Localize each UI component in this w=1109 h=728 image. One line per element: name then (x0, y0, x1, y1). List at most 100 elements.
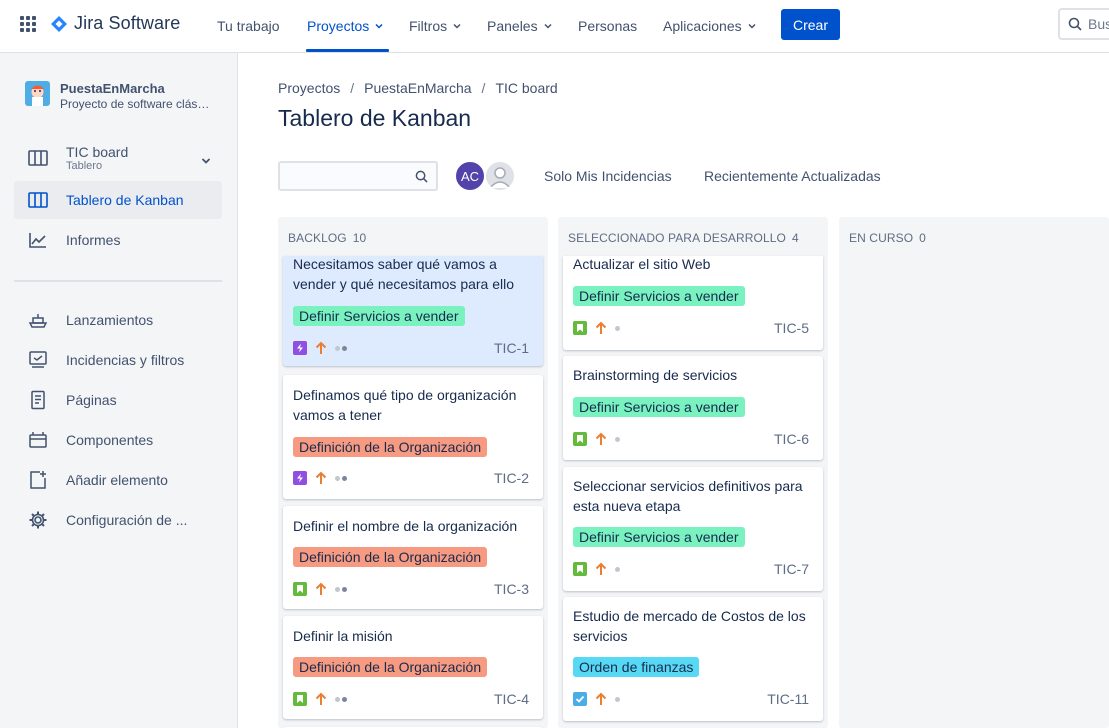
filter-recientemente-actualizadas[interactable]: Recientemente Actualizadas (704, 168, 881, 184)
sidebar-item-informes[interactable]: Informes (14, 221, 222, 259)
board-column-en-curso: EN CURSO 0 (839, 217, 1109, 728)
sidebar-item-componentes[interactable]: Componentes (14, 421, 222, 459)
card-title: Necesitamos saber qué vamos a vender y q… (293, 256, 515, 292)
app-name: Jira Software (74, 13, 181, 33)
card-title: Brainstorming de servicios (573, 367, 738, 383)
epic-label: Definición de la Organización (293, 437, 488, 457)
issue-key[interactable]: TIC-7 (774, 561, 809, 577)
project-type: Proyecto de software clásico (60, 97, 212, 111)
board-column-seleccionado: SELECCIONADO PARA DESARROLLO 4 Actualizar… (558, 217, 828, 728)
issue-key[interactable]: TIC-2 (494, 470, 529, 486)
priority-arrow-up-icon (595, 432, 607, 445)
card-title: Seleccionar servicios definitivos para e… (573, 478, 803, 514)
search-placeholder: Bus (1088, 16, 1109, 32)
column-header: BACKLOG 10 (288, 231, 367, 245)
create-button[interactable]: Crear (781, 9, 840, 40)
sidebar-item-configuracion[interactable]: Configuración de ... (14, 501, 222, 539)
sidebar-item-lanzamientos[interactable]: Lanzamientos (14, 301, 222, 339)
column-header: EN CURSO 0 (849, 231, 926, 245)
task-icon (573, 692, 587, 706)
jira-logo[interactable]: Jira Software (50, 13, 180, 34)
epic-label: Definir Servicios a vender (573, 527, 745, 547)
epic-icon (293, 471, 307, 485)
card-title: Actualizar el sitio Web (573, 256, 711, 272)
avatar-unassigned[interactable] (484, 160, 516, 192)
issue-key[interactable]: TIC-5 (774, 320, 809, 336)
priority-arrow-up-icon (595, 562, 607, 575)
user-icon (489, 167, 511, 189)
board-switcher[interactable]: TIC board Tablero (28, 144, 128, 172)
chevron-down-icon (544, 23, 552, 29)
epic-label: Orden de finanzas (573, 657, 700, 677)
chevron-down-icon (375, 23, 383, 29)
epic-label: Definir Servicios a vender (573, 397, 745, 417)
issue-card[interactable]: Necesitamos saber qué vamos a vender y q… (283, 256, 543, 366)
issue-key[interactable]: TIC-1 (494, 340, 529, 356)
nav-tu-trabajo[interactable]: Tu trabajo (217, 18, 280, 34)
issue-card[interactable]: Definir la misión Definición de la Organ… (283, 616, 543, 719)
breadcrumb-separator: / (481, 80, 486, 96)
sidebar-item-incidencias[interactable]: Incidencias y filtros (14, 341, 222, 379)
sidebar-item-anadir[interactable]: Añadir elemento (14, 461, 222, 499)
card-title: Definamos qué tipo de organización vamos… (293, 387, 517, 423)
column-header: SELECCIONADO PARA DESARROLLO 4 (568, 231, 799, 245)
issue-key[interactable]: TIC-4 (494, 691, 529, 707)
issue-key[interactable]: TIC-3 (494, 581, 529, 597)
add-item-icon (30, 471, 46, 489)
breadcrumb-board[interactable]: TIC board (495, 80, 558, 96)
sidebar: PuestaEnMarcha Proyecto de software clás… (0, 53, 238, 728)
project-name: PuestaEnMarcha (60, 81, 165, 96)
app-switcher-icon[interactable] (20, 16, 36, 32)
breadcrumb-project[interactable]: PuestaEnMarcha (364, 80, 472, 96)
chevron-down-icon[interactable] (201, 156, 211, 166)
chevron-down-icon (748, 23, 756, 29)
estimate-dots-icon (335, 696, 347, 702)
epic-label: Definición de la Organización (293, 657, 488, 677)
board-search-input[interactable] (278, 161, 438, 191)
issue-card[interactable]: Estudio de mercado de Costos de los serv… (563, 597, 823, 721)
breadcrumb-proyectos[interactable]: Proyectos (278, 80, 341, 96)
priority-arrow-up-icon (315, 582, 327, 595)
nav-filtros[interactable]: Filtros (409, 16, 461, 36)
story-icon (293, 692, 307, 706)
breadcrumb: Proyectos / PuestaEnMarcha / TIC board (278, 80, 558, 96)
chevron-down-icon (453, 23, 461, 29)
epic-label: Definición de la Organización (293, 547, 488, 567)
nav-personas[interactable]: Personas (578, 18, 638, 34)
card-title: Estudio de mercado de Costos de los serv… (573, 608, 806, 644)
nav-paneles[interactable]: Paneles (487, 16, 552, 36)
filter-solo-mis-incidencias[interactable]: Solo Mis Incidencias (544, 168, 672, 184)
chart-icon (29, 233, 46, 248)
issue-key[interactable]: TIC-11 (767, 691, 809, 707)
board-name: TIC board (66, 144, 129, 160)
top-navigation: Jira Software Tu trabajo Proyectos Filtr… (0, 0, 1109, 53)
nav-aplicaciones[interactable]: Aplicaciones (663, 16, 756, 36)
epic-icon (293, 341, 307, 355)
project-header[interactable]: PuestaEnMarcha Proyecto de software clás… (25, 81, 212, 111)
estimate-dots-icon (615, 325, 620, 331)
jira-diamond-icon (51, 15, 67, 32)
card-title: Definir la misión (293, 628, 393, 644)
priority-arrow-up-icon (315, 341, 327, 354)
estimate-dots-icon (335, 586, 347, 592)
issue-card[interactable]: Definir el nombre de la organización Def… (283, 506, 543, 609)
nav-proyectos[interactable]: Proyectos (307, 16, 383, 36)
search-input[interactable]: Bus (1058, 8, 1109, 40)
priority-arrow-up-icon (315, 471, 327, 484)
sidebar-item-paginas[interactable]: Páginas (14, 381, 222, 419)
sidebar-item-kanban[interactable]: Tablero de Kanban (14, 181, 222, 219)
component-icon (29, 432, 47, 448)
estimate-dots-icon (615, 566, 620, 572)
issue-card[interactable]: Seleccionar servicios definitivos para e… (563, 467, 823, 591)
search-icon (1068, 17, 1082, 31)
board-column-backlog: BACKLOG 10 Necesitamos saber qué vamos a … (278, 217, 548, 728)
board-icon (28, 192, 48, 208)
avatar[interactable]: AC (454, 160, 486, 192)
estimate-dots-icon (615, 696, 620, 702)
issue-key[interactable]: TIC-6 (774, 431, 809, 447)
issue-card[interactable]: Definamos qué tipo de organización vamos… (283, 375, 543, 499)
story-icon (293, 582, 307, 596)
issue-card[interactable]: Actualizar el sitio Web Definir Servicio… (563, 256, 823, 350)
page-title: Tablero de Kanban (278, 105, 472, 131)
issue-card[interactable]: Brainstorming de servicios Definir Servi… (563, 356, 823, 460)
